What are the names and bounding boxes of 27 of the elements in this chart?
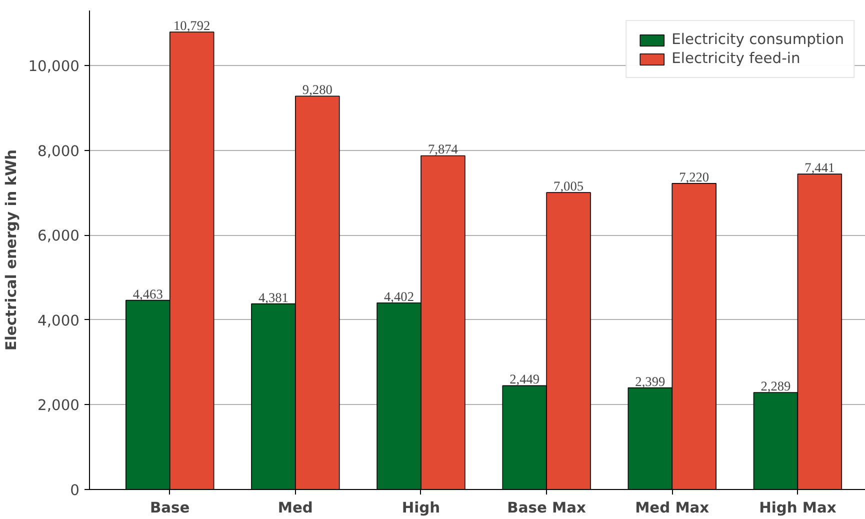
data-label: 7,441 xyxy=(804,160,835,176)
data-label: 7,005 xyxy=(554,178,584,194)
data-label: 10,792 xyxy=(174,18,210,34)
legend-label: Electricity feed-in xyxy=(672,50,800,67)
y-tick-label: 8,000 xyxy=(38,142,80,160)
x-tick-label: Med xyxy=(278,500,313,516)
data-label: 4,463 xyxy=(132,286,164,302)
y-tick-label: 2,000 xyxy=(38,397,80,414)
x-tick-label: Base Max xyxy=(507,500,586,516)
x-tick-label: High Max xyxy=(759,500,837,516)
data-label: 4,381 xyxy=(258,290,288,305)
y-axis-title: Electrical energy in kWh xyxy=(3,149,20,351)
data-label: 2,449 xyxy=(510,372,540,387)
y-tick-label: 4,000 xyxy=(38,312,80,330)
y-tick-label: 10,000 xyxy=(28,58,80,76)
data-label: 4,402 xyxy=(384,288,414,304)
data-label: 2,289 xyxy=(760,378,792,394)
data-label: 7,220 xyxy=(679,169,710,184)
x-tick-label: Base xyxy=(150,500,190,516)
x-tick-label: Med Max xyxy=(635,500,710,516)
y-tick-label: 0 xyxy=(70,482,80,499)
x-tick-label: High xyxy=(402,500,440,516)
data-label: 9,280 xyxy=(302,82,333,98)
data-label: 7,874 xyxy=(428,142,458,157)
y-tick-label: 6,000 xyxy=(38,228,80,245)
data-label: 2,399 xyxy=(635,374,666,389)
legend-label: Electricity consumption xyxy=(672,31,844,48)
